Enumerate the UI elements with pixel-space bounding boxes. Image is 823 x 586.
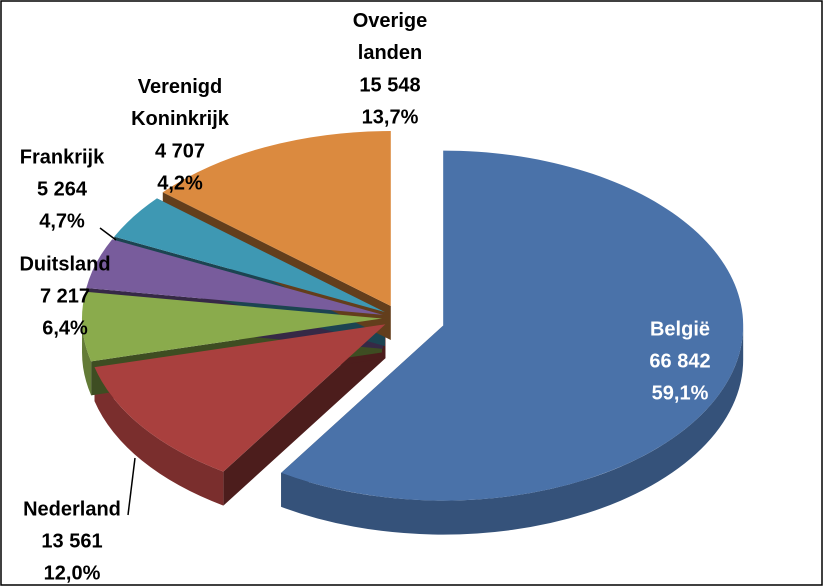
slice [114,198,385,313]
pie-tops [82,131,744,501]
data-label: 66 842 [649,350,710,372]
data-label: Overige landen [353,10,427,64]
slice-wall [82,318,92,396]
leader-line [99,227,117,241]
slice [86,239,383,315]
data-label: België [650,318,710,340]
slice-side [223,324,386,506]
data-label: 5 264 [37,178,88,200]
slice-wall [281,325,744,535]
data-label: Nederland [23,498,121,520]
data-label: 13 561 [41,530,102,552]
data-label: 4,7% [39,210,85,232]
data-label: 6,4% [42,317,88,339]
slice [82,291,383,362]
data-label: 4 707 [155,140,205,162]
data-label: Frankrijk [20,146,105,168]
data-label: 12,0% [44,562,101,584]
data-label: Duitsland [19,253,110,275]
slice [281,150,744,501]
data-label: Verenigd Koninkrijk [131,76,230,130]
labels: België 66 842 59,1% Nederland 13 561 12,0% Dui… [19,10,710,584]
data-label: 59,1% [652,382,709,404]
leader-line [127,457,136,516]
data-label: 4,2% [157,172,203,194]
data-label: 7 217 [40,285,90,307]
slice-wall [94,367,224,506]
data-label: 13,7% [362,106,419,128]
slice [162,131,391,307]
data-label: 15 548 [359,74,420,96]
slice [94,324,386,472]
